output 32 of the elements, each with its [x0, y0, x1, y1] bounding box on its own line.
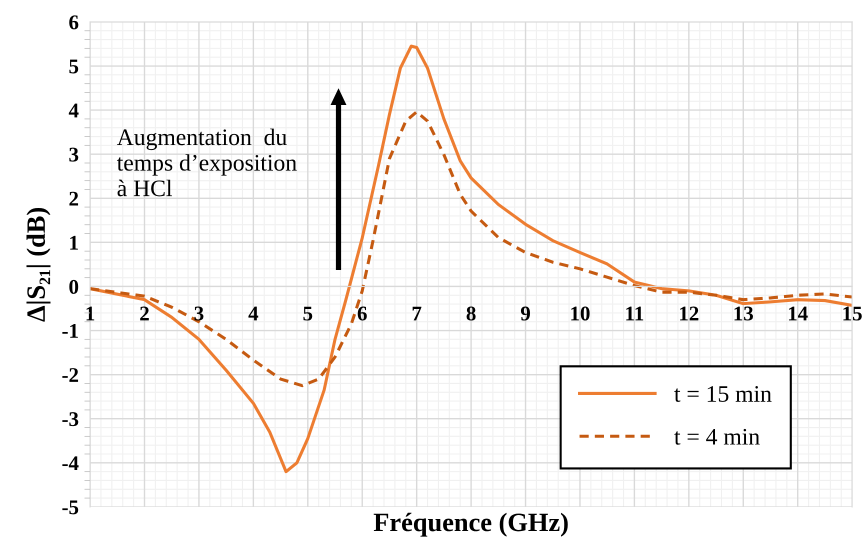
x-tick-label: 4	[248, 306, 258, 320]
x-tick-label: 6	[358, 306, 367, 321]
x-tick-label: 3	[194, 306, 204, 321]
x-tick-label: 15	[843, 306, 862, 321]
y-tick-label: 4	[68, 104, 79, 118]
x-tick-label: 12	[680, 306, 698, 320]
y-tick-label: -3	[62, 412, 78, 426]
x-tick-label: 8	[466, 306, 476, 321]
legend-label: t = 15 min	[674, 386, 772, 402]
x-tick-label: 1	[86, 306, 94, 320]
x-tick-label: 11	[626, 306, 644, 320]
y-tick-label: -1	[62, 324, 78, 338]
y-tick-label: 0	[69, 280, 78, 294]
x-tick-label: 5	[303, 306, 312, 321]
x-tick-label: 2	[140, 306, 149, 320]
y-tick-label: 5	[69, 60, 78, 74]
annotation: Augmentation du temps d’exposition à HCl	[116, 128, 297, 196]
y-axis-title: Δ|S₂₁| (dB)	[26, 208, 50, 322]
y-tick-label: -2	[62, 368, 78, 382]
x-tick-label: 13	[734, 306, 753, 321]
x-tick-label: 7	[412, 306, 422, 320]
y-tick-label: 1	[70, 236, 78, 250]
y-tick-label: -5	[62, 500, 78, 514]
y-tick-label: 2	[69, 192, 78, 206]
legend-label: t = 4 min	[674, 428, 760, 445]
y-tick-label: 6	[69, 15, 78, 30]
y-tick-label: -4	[62, 456, 79, 470]
y-tick-label: 3	[69, 148, 78, 162]
x-axis-title: Fréquence (GHz)	[374, 512, 568, 537]
x-tick-label: 10	[571, 306, 590, 321]
x-tick-label: 14	[788, 306, 808, 320]
x-tick-label: 9	[520, 306, 530, 321]
